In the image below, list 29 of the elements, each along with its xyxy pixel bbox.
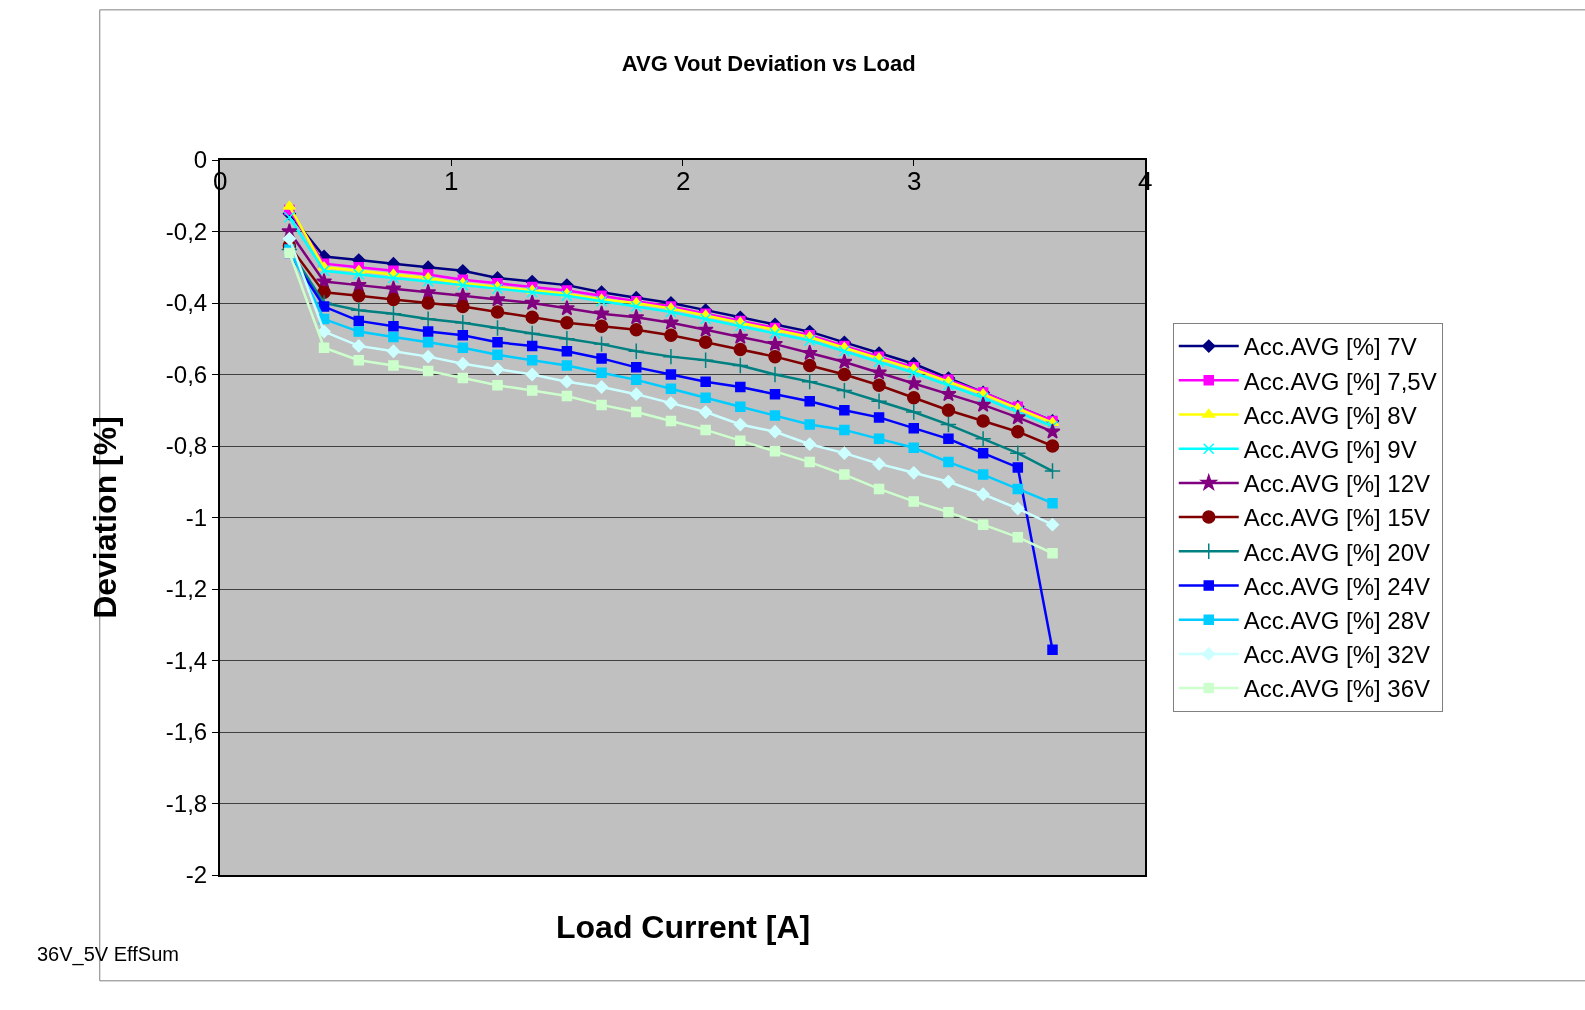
- legend-label: Acc.AVG [%] 24V: [1243, 572, 1431, 600]
- legend-label: Acc.AVG [%] 9V: [1243, 436, 1417, 464]
- y-tick-label: -1,2: [165, 575, 208, 603]
- legend-label: Acc.AVG [%] 28V: [1243, 607, 1431, 635]
- text: 36V_5V EffSum: [37, 943, 179, 966]
- y-tick-label: 0: [193, 146, 208, 174]
- legend-label: Acc.AVG [%] 7,5V: [1243, 367, 1437, 395]
- y-tick-label: -1: [185, 503, 208, 531]
- y-tick-label: -1,4: [165, 646, 208, 674]
- y-axis-title: Deviation [%]: [86, 416, 123, 619]
- x-tick-label: 3: [907, 166, 922, 196]
- legend-label: Acc.AVG [%] 32V: [1243, 641, 1431, 669]
- x-tick-label: 1: [444, 166, 459, 196]
- legend-label: Acc.AVG [%] 8V: [1243, 401, 1417, 429]
- y-tick-label: -0,6: [165, 360, 208, 388]
- x-tick-label: 2: [676, 166, 691, 196]
- y-tick-label: -0,8: [165, 432, 208, 460]
- legend-label: Acc.AVG [%] 36V: [1243, 675, 1431, 703]
- chart-title: AVG Vout Deviation vs Load: [621, 50, 916, 76]
- legend-label: Acc.AVG [%] 12V: [1243, 470, 1431, 498]
- y-tick-label: -1,8: [165, 789, 208, 817]
- y-tick-label: -0,4: [165, 289, 208, 317]
- x-axis-title: Load Current [A]: [556, 909, 811, 945]
- y-tick-label: -2: [185, 861, 208, 889]
- legend-label: Acc.AVG [%] 15V: [1243, 504, 1431, 532]
- y-tick-label: -1,6: [165, 718, 208, 746]
- legend-label: Acc.AVG [%] 20V: [1243, 538, 1431, 566]
- legend-label: Acc.AVG [%] 7V: [1243, 333, 1417, 361]
- y-tick-label: -0,2: [165, 217, 208, 245]
